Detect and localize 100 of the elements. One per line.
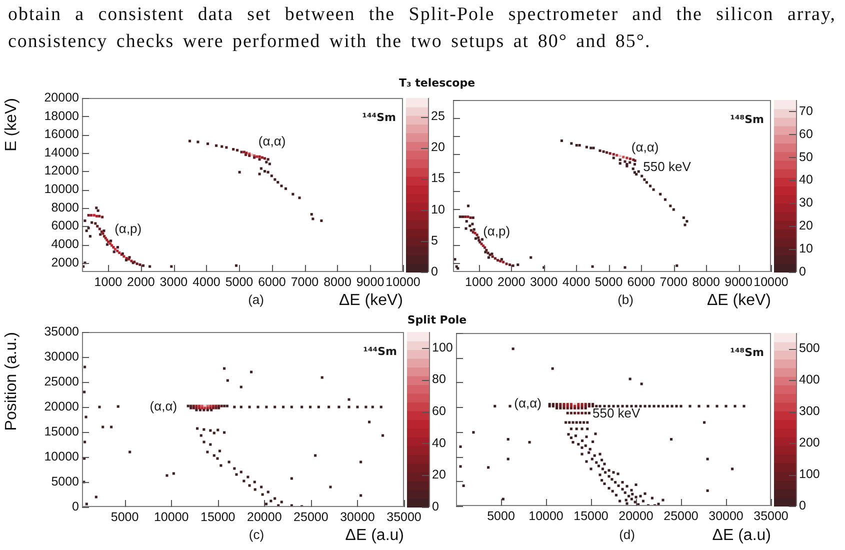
y-tick-label: 10000 (44, 182, 80, 196)
color-bar-label: 10 (431, 202, 445, 216)
color-bar-label: 40 (799, 172, 813, 187)
annotation: ¹⁴⁸Sm (730, 112, 764, 126)
x-tick-label: 3000 (160, 274, 188, 289)
color-bar-label: 0 (432, 499, 439, 514)
x-tick-label: 10000 (154, 510, 189, 524)
x-tick-label: 10000 (754, 274, 788, 289)
x-tick-label: 5000 (594, 274, 623, 289)
x-tick-label: 6000 (627, 274, 656, 289)
color-bar-label: 20 (431, 140, 445, 154)
x-tick-label: 35000 (754, 508, 788, 523)
color-bar-label: 80 (432, 372, 446, 386)
x-tick-label: 5000 (487, 508, 515, 523)
x-tick-label: 5000 (110, 510, 139, 524)
y-tick-label: 10000 (44, 449, 80, 464)
x-tick-label: 8000 (324, 274, 352, 289)
annotation: (α,α) (150, 398, 178, 414)
y-tick-label: 16000 (44, 127, 80, 142)
y-tick-label: 20000 (44, 399, 80, 414)
y-axis-title: E (keV) (3, 98, 20, 152)
x-tick-label: 3000 (530, 274, 558, 289)
annotation: 550 keV (643, 158, 692, 174)
y-tick-label: 4000 (51, 236, 80, 251)
annotation: (α,α) (631, 139, 659, 154)
y-tick-label: 0 (72, 499, 80, 514)
x-tick-label: 5000 (225, 274, 254, 289)
x-tick-label: 6000 (258, 274, 286, 289)
x-tick-label: 4000 (192, 274, 220, 289)
x-tick-label: 25000 (664, 508, 698, 523)
color-bar-label: 30 (799, 196, 813, 210)
text: (b) (618, 292, 634, 307)
color-bar-label: 5 (431, 233, 438, 248)
color-bar-label: 10 (799, 242, 813, 256)
x-tick-label: 7000 (660, 274, 688, 289)
color-bar-label: 400 (799, 372, 820, 387)
color-bar-label: 40 (432, 436, 446, 450)
y-axis-title: Position (a.u.) (3, 332, 20, 431)
color-bar-label: 300 (799, 404, 820, 418)
y-tick-label: 30000 (44, 349, 80, 364)
x-axis-title: ΔE (a.u) (345, 526, 404, 544)
annotation: ¹⁴⁴Sm (363, 344, 397, 358)
y-tick-label: 25000 (44, 374, 80, 388)
color-bar-label: 20 (432, 468, 446, 482)
color-bar-label: 0 (799, 498, 806, 512)
x-axis-title: ΔE (keV) (706, 292, 771, 309)
x-axis-title: ΔE (a.u) (712, 526, 771, 544)
x-tick-label: 35000 (386, 510, 422, 524)
annotation: 550 keV (592, 406, 641, 421)
color-bar-label: 0 (799, 264, 806, 278)
x-tick-label: 9000 (724, 274, 752, 289)
x-tick-label: 25000 (294, 510, 328, 524)
color-bar-label: 60 (432, 404, 446, 418)
x-tick-label: 2000 (127, 274, 155, 289)
color-bar-label: 50 (799, 150, 813, 164)
x-tick-label: 30000 (708, 508, 744, 523)
color-bar-label: 60 (799, 126, 813, 141)
x-tick-label: 8000 (692, 274, 720, 289)
y-tick-label: 6000 (51, 218, 80, 233)
color-bar-label: 25 (431, 109, 445, 124)
y-tick-label: 20000 (44, 90, 80, 104)
x-tick-label: 4000 (562, 274, 590, 289)
text: (d) (619, 526, 635, 542)
y-tick-label: 5000 (51, 474, 80, 488)
y-tick-label: 35000 (44, 324, 80, 338)
x-tick-label: 20000 (618, 508, 654, 523)
x-tick-label: 20000 (247, 510, 282, 524)
x-tick-label: 10000 (528, 508, 564, 523)
y-tick-label: 14000 (44, 145, 80, 160)
x-tick-label: 10000 (386, 274, 420, 289)
x-tick-label: 1000 (465, 274, 493, 289)
y-tick-label: 8000 (51, 200, 80, 214)
x-tick-label: 1000 (94, 274, 122, 289)
x-tick-label: 7000 (290, 274, 319, 289)
color-bar-label: 15 (431, 171, 445, 186)
color-bar-label: 100 (432, 340, 453, 354)
annotation: ¹⁴⁴Sm (362, 110, 396, 124)
x-tick-label: 2000 (498, 274, 526, 289)
x-axis-title: ΔE (keV) (338, 292, 403, 309)
annotation: ¹⁴⁸Sm (730, 346, 764, 359)
annotation: (α,α) (514, 396, 542, 411)
text: T₃ telescope (398, 76, 476, 90)
annotation: (α,p) (483, 224, 510, 238)
color-bar-label: 20 (799, 218, 813, 233)
x-tick-label: 9000 (356, 274, 384, 289)
y-tick-label: 18000 (44, 108, 80, 123)
color-bar-label: 100 (799, 467, 820, 481)
y-tick-label: 15000 (44, 424, 80, 438)
annotation: (α,α) (258, 133, 286, 148)
color-bar-label: 70 (799, 104, 813, 118)
color-bar-label: 500 (799, 341, 820, 356)
color-bar-label: 200 (799, 436, 820, 450)
text: Split Pole (407, 314, 467, 326)
text: obtain a consistent data set between the Split-Pole spectrometer and the silicon array, consistency checks were performed with the two setups at 80° and 85°. (8, 3, 836, 54)
annotation: (α,p) (114, 221, 142, 236)
x-tick-label: 15000 (200, 510, 236, 524)
text: (c) (248, 526, 264, 542)
text: (a) (248, 292, 264, 307)
color-bar-label: 0 (431, 264, 438, 278)
y-tick-label: 12000 (44, 164, 80, 178)
